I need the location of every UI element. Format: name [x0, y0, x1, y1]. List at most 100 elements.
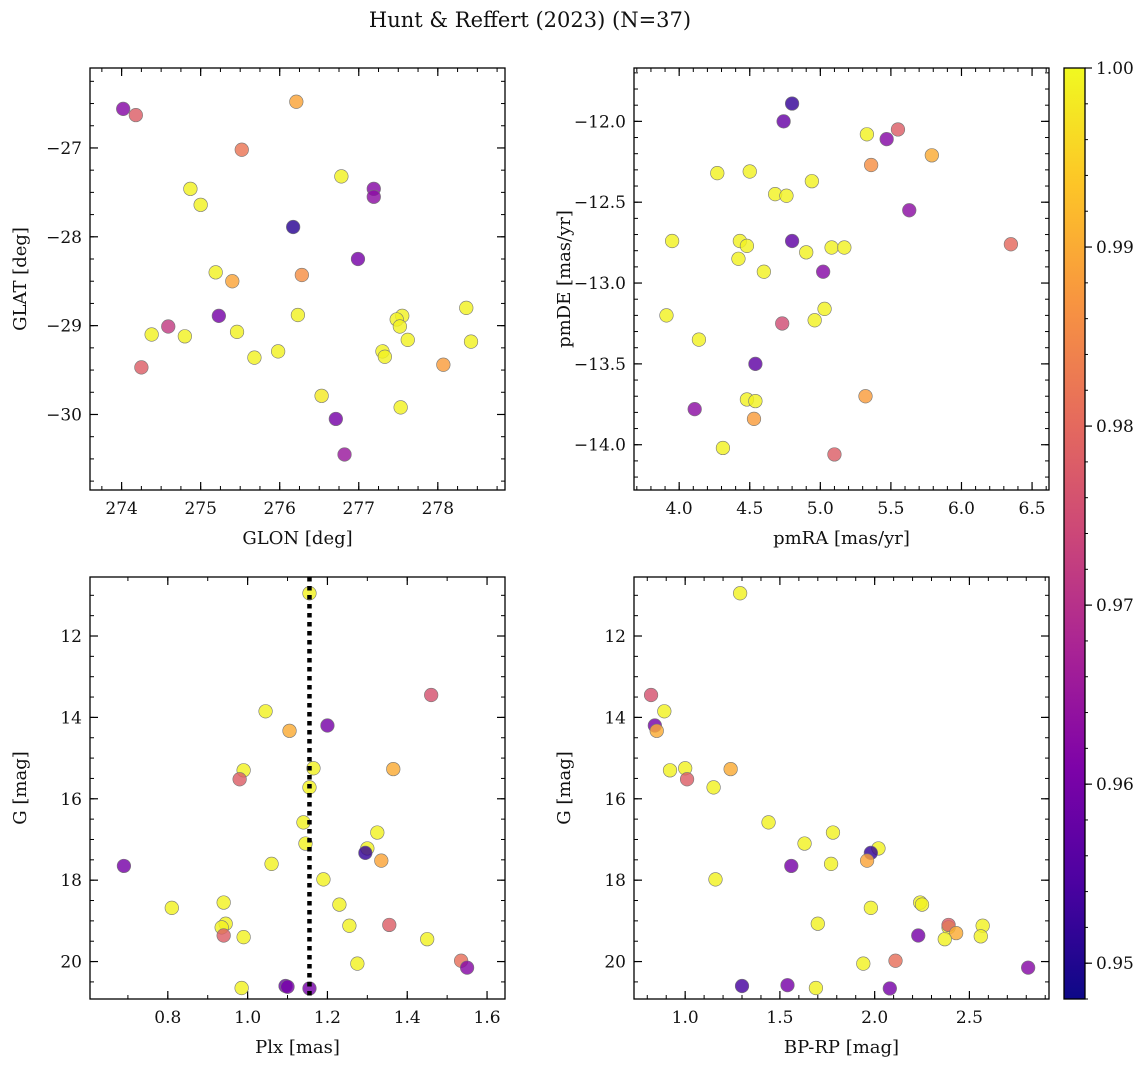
data-point — [691, 332, 707, 347]
x-tick-label: 5.0 — [807, 499, 834, 519]
x-tick-label: 0.8 — [154, 1008, 181, 1028]
x-tick-label: 4.0 — [666, 499, 693, 519]
data-point — [687, 402, 702, 417]
data-point — [258, 704, 273, 719]
y-axis-label: GLAT [deg] — [10, 227, 31, 331]
scatter-points — [643, 586, 1036, 996]
data-point — [859, 853, 875, 868]
data-point — [659, 308, 674, 323]
panel-pm: 4.0 4.5 5.0 5.5 6.0 6.5 −12.0 −12.5 −13.0 −13.5 −1… — [554, 67, 1050, 549]
data-point — [761, 815, 776, 830]
data-point — [784, 233, 800, 249]
data-point — [420, 932, 435, 947]
colorbar-tick-label: 0.97 — [1096, 596, 1134, 616]
y-tick-label: −28 — [46, 228, 82, 248]
x-tick-label: 274 — [105, 499, 137, 519]
data-point — [316, 872, 331, 887]
scatter-points — [116, 586, 475, 996]
scatter-points — [659, 96, 1018, 462]
data-point — [799, 245, 814, 260]
data-point — [825, 825, 841, 840]
y-tick-label: −14.0 — [574, 436, 626, 456]
data-point — [807, 313, 822, 328]
data-point — [924, 148, 939, 163]
data-point — [392, 319, 407, 334]
data-point — [824, 240, 839, 255]
x-tick-label: 5.5 — [877, 499, 904, 519]
data-point — [247, 350, 262, 365]
x-tick-label: 1.0 — [234, 1008, 261, 1028]
data-point — [665, 233, 680, 249]
data-point — [1003, 237, 1018, 252]
data-point — [657, 704, 672, 719]
x-tick-label: 1.5 — [766, 1008, 793, 1028]
data-point — [679, 772, 695, 787]
y-tick-label: −12.0 — [574, 112, 626, 132]
x-tick-label: 6.0 — [948, 499, 975, 519]
data-point — [386, 761, 401, 777]
data-point — [271, 344, 286, 359]
data-point — [366, 189, 381, 204]
data-point — [374, 853, 389, 868]
data-point — [863, 900, 878, 915]
data-point — [337, 447, 352, 462]
data-point — [134, 360, 149, 375]
y-tick-label: −12.5 — [574, 193, 626, 213]
data-point — [779, 188, 794, 203]
data-point — [236, 930, 251, 945]
data-point — [902, 203, 917, 218]
y-tick-label: 14 — [60, 708, 82, 728]
data-point — [808, 980, 824, 996]
panel-glon-glat: 274 275 276 277 278 −27 −28 −29 −30 GLON [deg] GLA… — [10, 67, 506, 549]
data-point — [211, 308, 226, 323]
data-point — [306, 761, 321, 776]
data-point — [827, 447, 842, 462]
colorbar-tick-label: 0.96 — [1096, 775, 1134, 795]
data-point — [358, 845, 373, 861]
data-point — [823, 856, 839, 871]
data-point — [208, 265, 223, 280]
data-point — [216, 895, 231, 910]
data-point — [748, 356, 763, 371]
data-point — [864, 157, 879, 173]
data-point — [890, 122, 906, 137]
scatter-points — [116, 94, 479, 462]
data-point — [193, 197, 208, 212]
data-point — [914, 897, 930, 912]
data-point — [234, 980, 249, 996]
data-point — [776, 114, 791, 129]
y-axis-label: G [mag] — [10, 751, 31, 824]
y-tick-label: 18 — [604, 871, 626, 891]
data-point — [280, 979, 295, 994]
data-point — [775, 316, 790, 331]
y-tick-label: −29 — [46, 317, 82, 337]
data-point — [784, 96, 800, 111]
y-tick-label: 14 — [604, 708, 626, 728]
figure-title: Hunt & Reffert (2023) (N=37) — [369, 8, 691, 32]
data-point — [710, 165, 725, 181]
data-point — [882, 981, 897, 996]
x-tick-label: 275 — [184, 499, 216, 519]
data-point — [879, 132, 894, 147]
x-tick-label: 277 — [343, 499, 375, 519]
data-point — [334, 169, 349, 184]
data-point — [731, 251, 746, 266]
y-tick-label: −27 — [46, 139, 82, 159]
data-point — [128, 107, 143, 123]
data-point — [708, 872, 723, 887]
data-point — [232, 772, 247, 787]
data-point — [393, 400, 408, 415]
data-point — [973, 929, 988, 944]
y-axis-label: G [mag] — [554, 751, 575, 824]
data-point — [290, 307, 305, 323]
data-point — [649, 723, 664, 738]
data-point — [804, 174, 819, 189]
data-point — [858, 389, 873, 404]
colorbar-gradient — [1064, 68, 1085, 999]
panel-plx-g: 0.8 1.0 1.2 1.4 1.6 12 14 16 18 20 Plx [mas] G [mag… — [10, 576, 506, 1058]
data-point — [739, 238, 755, 253]
x-tick-label: 276 — [263, 499, 295, 519]
x-tick-label: 2.5 — [956, 1008, 983, 1028]
panel-cmd: 1.0 1.5 2.0 2.5 12 14 16 18 20 BP-RP [mag] G [mag] — [554, 576, 1050, 1058]
